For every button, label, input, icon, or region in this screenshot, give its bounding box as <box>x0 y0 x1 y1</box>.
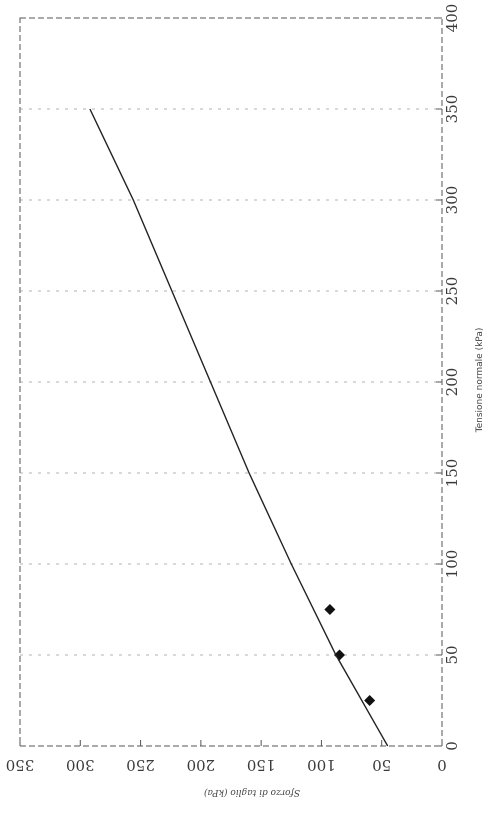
x-tick-label: 300 <box>443 186 461 215</box>
x-axis-ticks: 0 50 100 150 200 250 300 350 400 <box>436 4 461 751</box>
data-point <box>324 604 336 615</box>
y-tick-label: 250 <box>126 756 155 774</box>
y-tick-label: 0 <box>437 756 447 774</box>
x-tick-label: 50 <box>443 645 461 664</box>
y-axis-title: Sforzo di taglio (kPa) <box>204 787 301 798</box>
x-tick-label: 400 <box>443 4 461 33</box>
y-tick-label: 350 <box>6 756 35 774</box>
y-tick-label: 150 <box>247 756 276 774</box>
x-tick-label: 200 <box>443 368 461 397</box>
y-tick-label: 100 <box>307 756 336 774</box>
y-tick-label: 200 <box>187 756 216 774</box>
data-point <box>364 695 376 706</box>
x-tick-label: 0 <box>443 741 461 751</box>
y-tick-label: 50 <box>372 756 391 774</box>
grid <box>20 108 442 656</box>
x-tick-label: 100 <box>443 550 461 579</box>
y-axis-ticks: 0 50 100 150 200 250 300 350 <box>6 740 447 774</box>
x-tick-label: 350 <box>443 95 461 124</box>
data-marks <box>89 108 389 747</box>
x-tick-label: 250 <box>443 277 461 306</box>
x-axis-title: Tensione normale (kPa) <box>475 328 485 434</box>
y-tick-label: 300 <box>66 756 95 774</box>
fit-line <box>89 108 389 747</box>
x-tick-label: 150 <box>443 459 461 488</box>
